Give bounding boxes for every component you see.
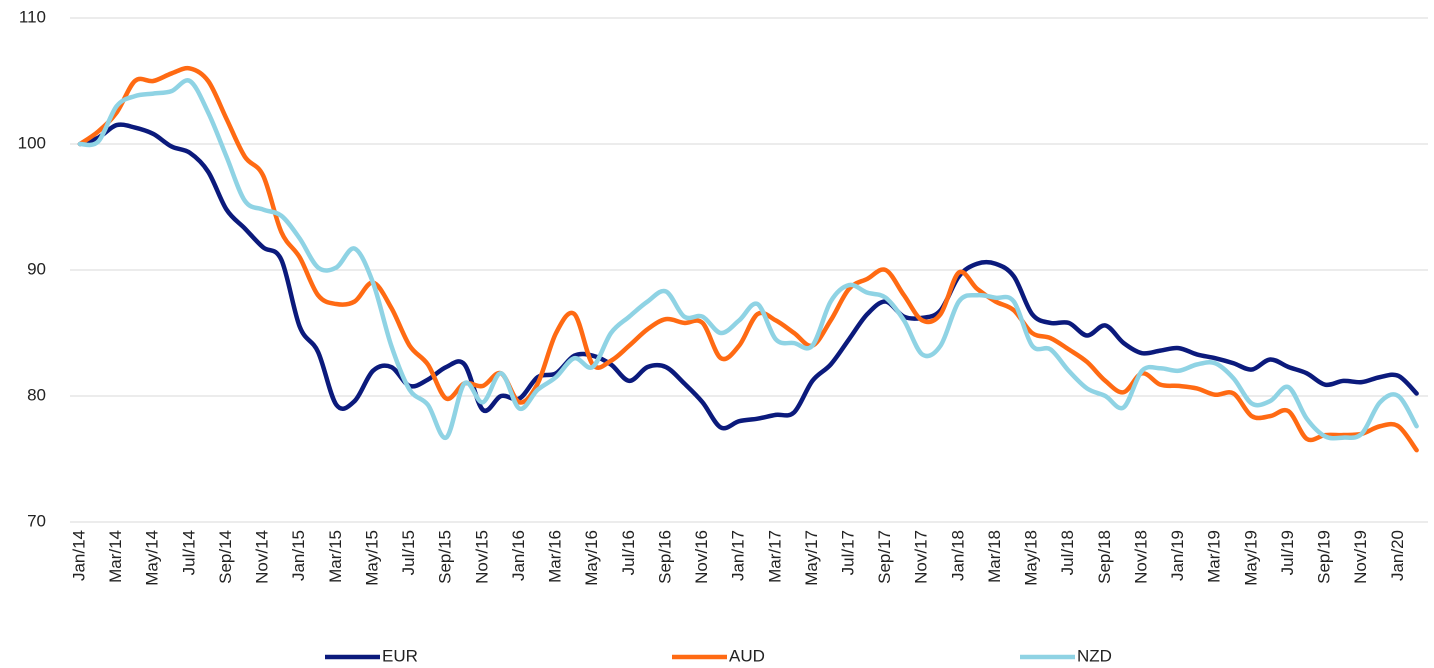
x-tick-label: Mar/17 [765, 530, 784, 583]
x-tick-label: Nov/17 [912, 530, 931, 584]
x-tick-label: Sep/19 [1315, 530, 1334, 584]
x-tick-label: Jul/17 [839, 530, 858, 575]
x-tick-label: Jul/18 [1058, 530, 1077, 575]
x-tick-label: Nov/16 [692, 530, 711, 584]
x-tick-label: May/17 [802, 530, 821, 586]
y-tick-label: 90 [27, 259, 46, 278]
x-tick-label: Nov/15 [472, 530, 491, 584]
y-tick-label: 110 [19, 7, 46, 26]
x-tick-label: Jan/14 [69, 530, 88, 581]
x-tick-label: Mar/16 [546, 530, 565, 583]
x-tick-label: Sep/17 [875, 530, 894, 584]
x-tick-label: Sep/15 [436, 530, 455, 584]
x-tick-label: Sep/18 [1095, 530, 1114, 584]
x-tick-label: May/16 [582, 530, 601, 586]
legend-item: NZD [1020, 646, 1112, 665]
x-tick-label: Jan/17 [729, 530, 748, 581]
y-tick-label: 100 [18, 133, 46, 152]
x-tick-label: Mar/18 [985, 530, 1004, 583]
x-tick-label: Jul/16 [619, 530, 638, 575]
x-tick-label: Mar/14 [106, 530, 125, 583]
legend-item: AUD [672, 646, 765, 665]
x-tick-label: Nov/14 [253, 530, 272, 584]
x-tick-label: Sep/16 [655, 530, 674, 584]
x-tick-label: Mar/15 [326, 530, 345, 583]
legend-label: NZD [1077, 646, 1112, 665]
x-tick-label: Jan/15 [289, 530, 308, 581]
legend-item: EUR [325, 646, 418, 665]
x-tick-label: Jan/16 [509, 530, 528, 581]
legend-label: AUD [729, 646, 765, 665]
x-tick-label: Nov/19 [1351, 530, 1370, 584]
x-tick-label: Jul/14 [179, 530, 198, 575]
y-tick-label: 80 [27, 385, 46, 404]
x-tick-label: Sep/14 [216, 530, 235, 584]
line-series [77, 65, 1419, 453]
line-series [77, 122, 1419, 431]
x-tick-label: May/14 [143, 530, 162, 586]
x-tick-label: May/15 [362, 530, 381, 586]
legend-label: EUR [382, 646, 418, 665]
y-tick-label: 70 [27, 511, 46, 530]
x-tick-label: Jan/20 [1388, 530, 1407, 581]
line-series [77, 78, 1419, 441]
x-tick-label: Jan/19 [1168, 530, 1187, 581]
x-tick-label: May/18 [1022, 530, 1041, 586]
x-tick-label: Nov/18 [1131, 530, 1150, 584]
x-tick-label: Mar/19 [1205, 530, 1224, 583]
x-tick-label: Jan/18 [948, 530, 967, 581]
x-tick-label: May/19 [1241, 530, 1260, 586]
x-tick-label: Jul/15 [399, 530, 418, 575]
x-tick-label: Jul/19 [1278, 530, 1297, 575]
